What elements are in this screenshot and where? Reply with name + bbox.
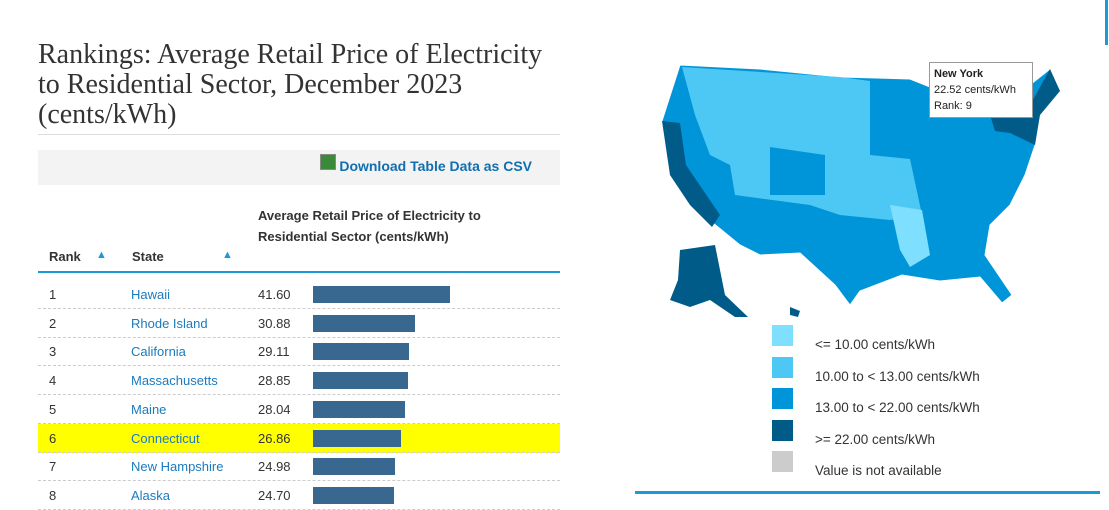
- value-cell: 30.88: [258, 315, 291, 331]
- value-cell: 41.60: [258, 287, 291, 302]
- value-bar: [313, 486, 395, 504]
- tooltip-state: New York: [934, 68, 984, 80]
- page-title: Rankings: Average Retail Price of Electr…: [38, 39, 543, 130]
- rank-cell: 3: [49, 344, 57, 360]
- state-link[interactable]: Maine: [131, 401, 167, 417]
- us-map[interactable]: [640, 55, 1100, 325]
- legend-label: Value is not available: [815, 463, 942, 478]
- state-link[interactable]: Alaska: [131, 487, 171, 503]
- sort-icon[interactable]: ▲: [222, 249, 233, 261]
- tooltip-rank: Rank: 9: [934, 100, 972, 112]
- rank-cell: 1: [49, 287, 57, 302]
- state-link[interactable]: Massachusetts: [131, 373, 218, 389]
- value-bar: [313, 458, 396, 476]
- map-region-lighter: [890, 205, 930, 267]
- divider: [38, 134, 560, 135]
- table-row: 1 Hawaii 41.60: [38, 280, 560, 309]
- download-label: Download Table Data as CSV: [339, 158, 532, 174]
- map-tooltip: New York 22.52 cents/kWh Rank: 9: [929, 62, 1033, 118]
- download-bar: Download Table Data as CSV: [38, 150, 560, 185]
- table-row: 3 California 29.11: [38, 337, 560, 367]
- panel-border: [635, 491, 1100, 494]
- legend-label: 13.00 to < 22.00 cents/kWh: [815, 400, 980, 415]
- rank-cell: 8: [49, 487, 57, 503]
- value-cell: 28.04: [258, 401, 291, 417]
- legend-swatch: [772, 388, 793, 409]
- map-california: [662, 121, 720, 227]
- state-link[interactable]: New Hampshire: [131, 459, 224, 475]
- rank-cell: 7: [49, 459, 57, 475]
- value-bar: [313, 343, 409, 361]
- value-bar: [313, 429, 402, 447]
- rank-cell: 5: [49, 401, 57, 417]
- value-header[interactable]: Average Retail Price of Electricity to R…: [258, 208, 481, 244]
- legend-swatch: [772, 356, 793, 378]
- rank-cell: 2: [49, 315, 57, 331]
- legend-label: 10.00 to < 13.00 cents/kWh: [815, 368, 980, 384]
- state-link[interactable]: Hawaii: [131, 287, 171, 302]
- rank-header[interactable]: Rank: [49, 249, 81, 264]
- map-hawaii: [790, 307, 800, 317]
- rank-cell: 4: [49, 373, 57, 389]
- scrollbar[interactable]: [1105, 0, 1108, 45]
- legend-swatch: [772, 325, 793, 346]
- table-row: 7 New Hampshire 24.98: [38, 452, 560, 482]
- state-header[interactable]: State: [132, 249, 164, 264]
- value-cell: 28.85: [258, 373, 291, 389]
- state-link[interactable]: Rhode Island: [131, 315, 208, 331]
- state-link[interactable]: Connecticut: [131, 430, 200, 446]
- download-csv-link[interactable]: Download Table Data as CSV: [320, 154, 532, 174]
- value-cell: 24.98: [258, 459, 291, 475]
- tooltip-value: 22.52 cents/kWh: [934, 84, 1016, 96]
- table-row: 6 Connecticut 26.86: [38, 423, 560, 453]
- excel-icon: [320, 154, 337, 170]
- legend-swatch: [772, 419, 793, 441]
- table-row: 5 Maine 28.04: [38, 395, 560, 424]
- rank-cell: 6: [49, 430, 57, 446]
- map-region-mid: [770, 91, 910, 195]
- value-cell: 26.86: [258, 430, 291, 446]
- value-cell: 24.70: [258, 487, 291, 503]
- value-bar: [313, 400, 406, 418]
- table-row: 4 Massachusetts 28.85: [38, 366, 560, 396]
- legend-label: >= 22.00 cents/kWh: [815, 431, 936, 447]
- map-region-light: [682, 67, 922, 220]
- table-row: 8 Alaska 24.70: [38, 481, 560, 510]
- value-cell: 29.11: [258, 344, 290, 360]
- sort-icon[interactable]: ▲︎: [96, 249, 107, 261]
- value-bar: [313, 314, 415, 332]
- legend-label: <= 10.00 cents/kWh: [815, 337, 936, 352]
- table-row: 2 Rhode Island 30.88: [38, 309, 560, 338]
- header-underline: [38, 271, 560, 273]
- value-bar: [313, 372, 408, 390]
- state-link[interactable]: California: [131, 344, 186, 360]
- value-bar: [313, 286, 450, 303]
- map-alaska: [670, 245, 748, 317]
- legend-swatch: [772, 451, 793, 472]
